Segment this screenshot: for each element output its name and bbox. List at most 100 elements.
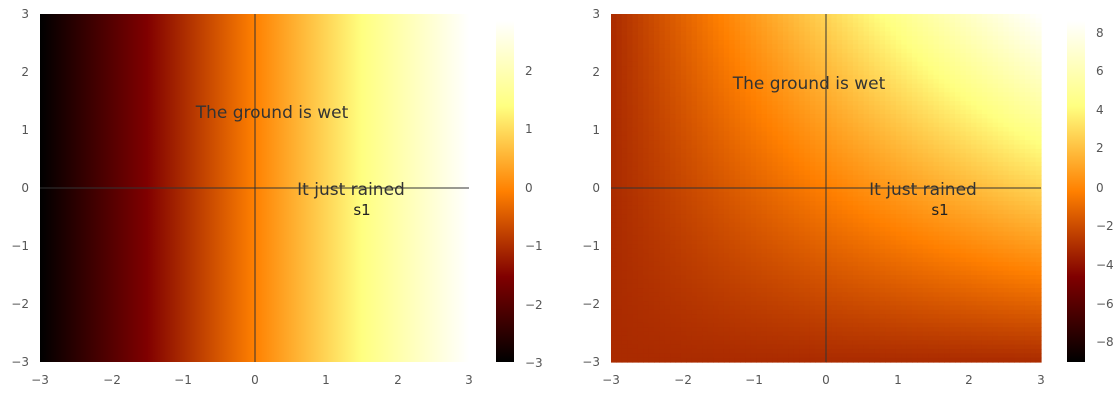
heatmap-cell bbox=[869, 218, 875, 224]
heatmap-cell bbox=[691, 283, 698, 289]
heatmap-cell bbox=[912, 18, 918, 24]
heatmap-cell bbox=[842, 70, 849, 76]
heatmap-cell bbox=[879, 279, 886, 285]
heatmap-cell bbox=[831, 322, 838, 328]
heatmap-cell bbox=[869, 183, 875, 189]
heatmap-cell bbox=[885, 305, 892, 311]
heatmap-cell bbox=[632, 292, 639, 298]
heatmap-cell bbox=[654, 135, 660, 141]
heatmap-cell bbox=[664, 127, 671, 133]
heatmap-cell bbox=[831, 340, 838, 346]
heatmap-cell bbox=[723, 340, 730, 346]
heatmap-cell bbox=[793, 188, 800, 193]
heatmap-cell bbox=[826, 144, 832, 150]
heatmap-cell bbox=[826, 118, 832, 124]
heatmap-cell bbox=[643, 348, 650, 354]
heatmap-cell bbox=[648, 348, 655, 354]
heatmap-cell bbox=[820, 157, 827, 163]
heatmap-cell bbox=[670, 266, 677, 272]
heatmap-cell bbox=[707, 114, 714, 119]
heatmap-cell bbox=[874, 240, 881, 246]
heatmap-cell bbox=[836, 314, 843, 320]
heatmap-cell bbox=[928, 83, 935, 89]
heatmap-cell bbox=[847, 214, 854, 220]
heatmap-cell bbox=[874, 340, 881, 346]
heatmap-cell bbox=[938, 348, 945, 354]
heatmap-cell bbox=[895, 344, 902, 350]
heatmap-cell bbox=[697, 166, 703, 172]
heatmap-cell bbox=[874, 148, 881, 154]
heatmap-cell bbox=[879, 18, 886, 24]
heatmap-cell bbox=[874, 344, 881, 350]
heatmap-cell bbox=[895, 35, 902, 41]
heatmap-cell bbox=[783, 157, 789, 163]
heatmap-cell bbox=[895, 240, 902, 246]
heatmap-cell bbox=[697, 35, 703, 41]
heatmap-cell bbox=[928, 27, 935, 32]
heatmap-cell bbox=[637, 292, 644, 298]
heatmap-cell bbox=[702, 218, 709, 224]
heatmap-cell bbox=[611, 61, 617, 67]
heatmap-cell bbox=[718, 131, 725, 137]
heatmap-cell bbox=[836, 201, 843, 206]
heatmap-cell bbox=[852, 101, 859, 106]
heatmap-cell bbox=[756, 196, 763, 202]
heatmap-cell bbox=[750, 135, 757, 141]
left-x-tick: 1 bbox=[322, 373, 330, 387]
heatmap-cell bbox=[616, 283, 623, 289]
heatmap-cell bbox=[869, 127, 875, 133]
heatmap-cell bbox=[852, 244, 859, 250]
heatmap-cell bbox=[664, 209, 671, 215]
heatmap-cell bbox=[643, 40, 650, 46]
heatmap-cell bbox=[912, 357, 918, 363]
heatmap-cell bbox=[621, 122, 628, 128]
heatmap-cell bbox=[766, 131, 773, 137]
heatmap-cell bbox=[611, 231, 617, 237]
heatmap-cell bbox=[906, 105, 913, 111]
heatmap-cell bbox=[933, 235, 940, 241]
heatmap-cell bbox=[922, 253, 929, 259]
heatmap-cell bbox=[906, 183, 913, 189]
heatmap-cell bbox=[788, 31, 795, 37]
heatmap-cell bbox=[670, 179, 677, 185]
heatmap-cell bbox=[697, 283, 703, 289]
heatmap-cell bbox=[858, 309, 865, 315]
heatmap-cell bbox=[627, 248, 634, 254]
heatmap-cell bbox=[783, 135, 789, 141]
left-colorbar-tick: 0 bbox=[525, 181, 533, 195]
heatmap-cell bbox=[777, 266, 784, 272]
heatmap-cell bbox=[637, 127, 644, 133]
heatmap-cell bbox=[928, 166, 935, 172]
heatmap-cell bbox=[783, 57, 789, 63]
heatmap-cell bbox=[643, 140, 650, 146]
heatmap-cell bbox=[643, 74, 650, 80]
heatmap-cell bbox=[643, 231, 650, 237]
heatmap-cell bbox=[654, 301, 660, 307]
heatmap-cell bbox=[885, 227, 892, 233]
heatmap-cell bbox=[697, 344, 703, 350]
heatmap-cell bbox=[675, 192, 682, 198]
heatmap-cell bbox=[675, 22, 682, 28]
heatmap-cell bbox=[842, 188, 849, 193]
heatmap-cell bbox=[632, 348, 639, 354]
heatmap-cell bbox=[670, 48, 677, 54]
heatmap-cell bbox=[858, 257, 865, 263]
heatmap-cell bbox=[815, 266, 822, 272]
heatmap-cell bbox=[654, 27, 660, 32]
heatmap-cell bbox=[675, 174, 682, 180]
heatmap-cell bbox=[766, 35, 773, 41]
heatmap-cell bbox=[616, 344, 623, 350]
heatmap-cell bbox=[783, 205, 789, 211]
heatmap-cell bbox=[659, 170, 666, 176]
heatmap-cell bbox=[740, 205, 746, 211]
heatmap-cell bbox=[707, 201, 714, 206]
heatmap-cell bbox=[675, 196, 682, 202]
heatmap-cell bbox=[750, 248, 757, 254]
heatmap-cell bbox=[664, 35, 671, 41]
heatmap-cell bbox=[734, 261, 741, 267]
heatmap-cell bbox=[809, 188, 816, 193]
heatmap-cell bbox=[922, 248, 929, 254]
heatmap-cell bbox=[836, 18, 843, 24]
heatmap-cell bbox=[933, 257, 940, 263]
heatmap-cell bbox=[820, 35, 827, 41]
